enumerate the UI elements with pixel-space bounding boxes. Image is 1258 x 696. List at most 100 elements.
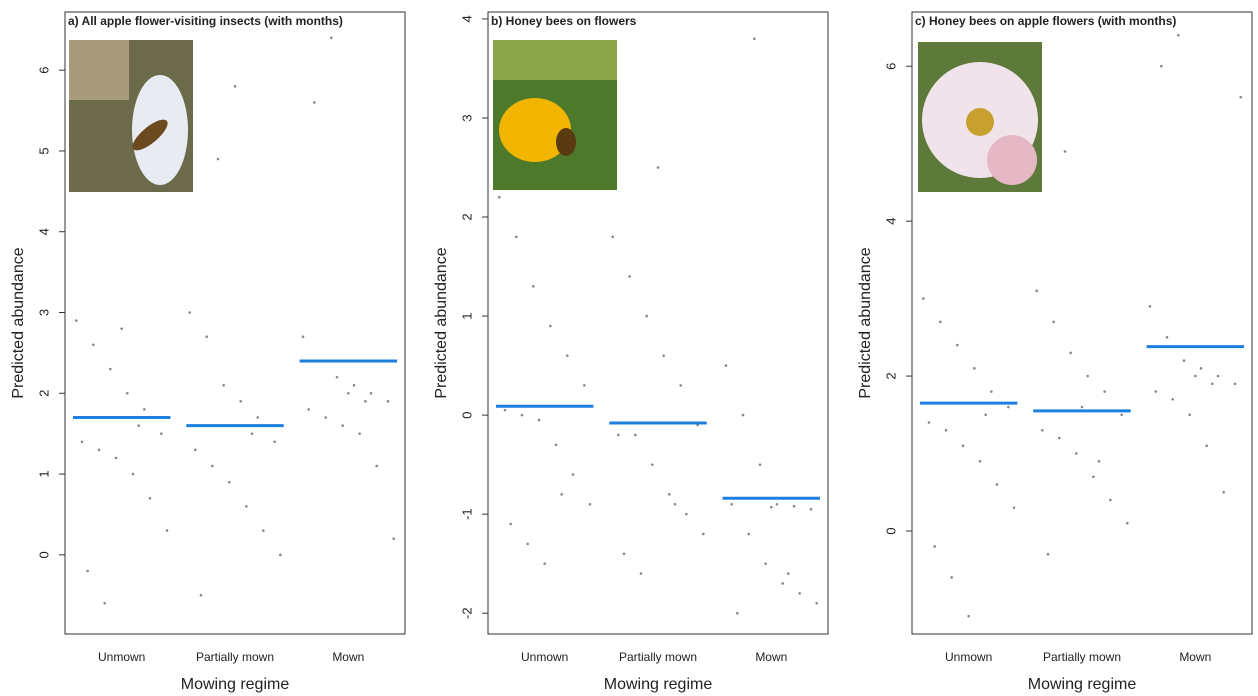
data-point: [364, 400, 367, 403]
data-point: [961, 444, 965, 448]
x-tick-label: Unmown: [945, 650, 992, 664]
data-point: [358, 432, 361, 435]
data-point: [583, 384, 586, 387]
y-tick-label: 2: [36, 390, 51, 397]
data-point: [313, 101, 316, 104]
chart-title: a) All apple flower-visiting insects (wi…: [68, 14, 343, 28]
y-tick-label: 6: [36, 67, 51, 74]
y-tick-label: 1: [459, 312, 474, 319]
data-point: [143, 408, 146, 411]
data-point: [1012, 506, 1016, 510]
y-tick-label: 4: [36, 228, 51, 235]
data-point: [1199, 367, 1203, 370]
data-point: [75, 319, 78, 322]
data-point: [933, 545, 936, 548]
data-point: [330, 36, 333, 40]
data-point: [922, 297, 925, 300]
data-point: [109, 367, 112, 371]
data-point: [1148, 305, 1152, 308]
y-tick-label: 0: [36, 551, 51, 558]
y-tick-label: -2: [459, 607, 474, 619]
y-tick-label: 3: [459, 114, 474, 121]
data-point: [967, 614, 970, 618]
y-axis-title: Predicted abundance: [10, 247, 27, 398]
data-point: [1188, 413, 1191, 417]
data-point: [347, 391, 350, 395]
y-tick-label: 4: [459, 15, 474, 22]
data-point: [1160, 64, 1163, 68]
data-point: [537, 418, 541, 422]
data-point: [628, 275, 631, 278]
data-point: [611, 235, 614, 239]
data-point: [126, 391, 129, 395]
data-point: [984, 413, 987, 417]
data-point: [137, 424, 140, 427]
photo-c: [918, 42, 1042, 192]
data-point: [532, 285, 535, 288]
data-point: [566, 354, 569, 357]
data-point: [188, 311, 191, 314]
data-point: [662, 354, 665, 357]
data-point: [798, 592, 801, 595]
data-point: [386, 400, 390, 403]
photo-b: [493, 40, 617, 190]
data-point: [651, 463, 654, 466]
data-point: [324, 416, 327, 419]
chart-title: c) Honey bees on apple flowers (with mon…: [915, 14, 1176, 28]
data-point: [1109, 498, 1112, 502]
data-point: [498, 195, 501, 199]
data-point: [990, 390, 993, 393]
data-point: [92, 343, 95, 347]
y-tick-label: 3: [36, 309, 51, 316]
x-tick-label: Mown: [332, 650, 364, 664]
data-point: [588, 502, 592, 506]
data-point: [165, 529, 169, 532]
data-point: [520, 413, 524, 417]
x-tick-label: Unmown: [98, 650, 145, 664]
data-point: [1182, 359, 1186, 362]
x-tick-label: Mown: [755, 650, 787, 664]
data-point: [160, 432, 163, 435]
y-tick-label: 2: [459, 213, 474, 220]
photo-a: [69, 40, 193, 192]
x-tick-label: Partially mown: [1043, 650, 1121, 664]
data-point: [787, 572, 790, 575]
data-point: [702, 532, 705, 536]
y-axis-title: Predicted abundance: [433, 247, 450, 398]
data-point: [634, 433, 637, 437]
data-point: [730, 502, 733, 506]
data-point: [1063, 150, 1067, 153]
y-tick-label: 0: [459, 411, 474, 418]
chart-title: b) Honey bees on flowers: [491, 14, 637, 28]
data-point: [809, 507, 813, 511]
data-point: [1046, 552, 1050, 556]
data-point: [250, 432, 254, 435]
data-point: [120, 327, 123, 330]
plot-frame: [487, 11, 829, 635]
data-point: [656, 166, 660, 169]
data-point: [668, 493, 671, 496]
data-point: [1075, 452, 1078, 455]
data-point: [747, 532, 750, 536]
x-tick-label: Partially mown: [196, 650, 274, 664]
data-point: [515, 235, 518, 239]
plot-frame: [911, 11, 1253, 635]
data-point: [239, 400, 242, 403]
data-point: [622, 552, 626, 556]
data-point: [815, 601, 818, 605]
data-point: [86, 569, 89, 573]
data-point: [554, 443, 558, 447]
data-point: [526, 542, 529, 546]
data-point: [1041, 428, 1044, 432]
data-point: [97, 448, 101, 452]
data-point: [1171, 397, 1174, 401]
data-point: [724, 364, 728, 367]
y-tick-label: 1: [36, 470, 51, 477]
data-point: [335, 375, 339, 379]
data-point: [369, 391, 373, 395]
data-point: [753, 37, 756, 41]
data-point: [1080, 405, 1084, 409]
data-point: [673, 502, 677, 506]
y-tick-label: 5: [36, 147, 51, 154]
